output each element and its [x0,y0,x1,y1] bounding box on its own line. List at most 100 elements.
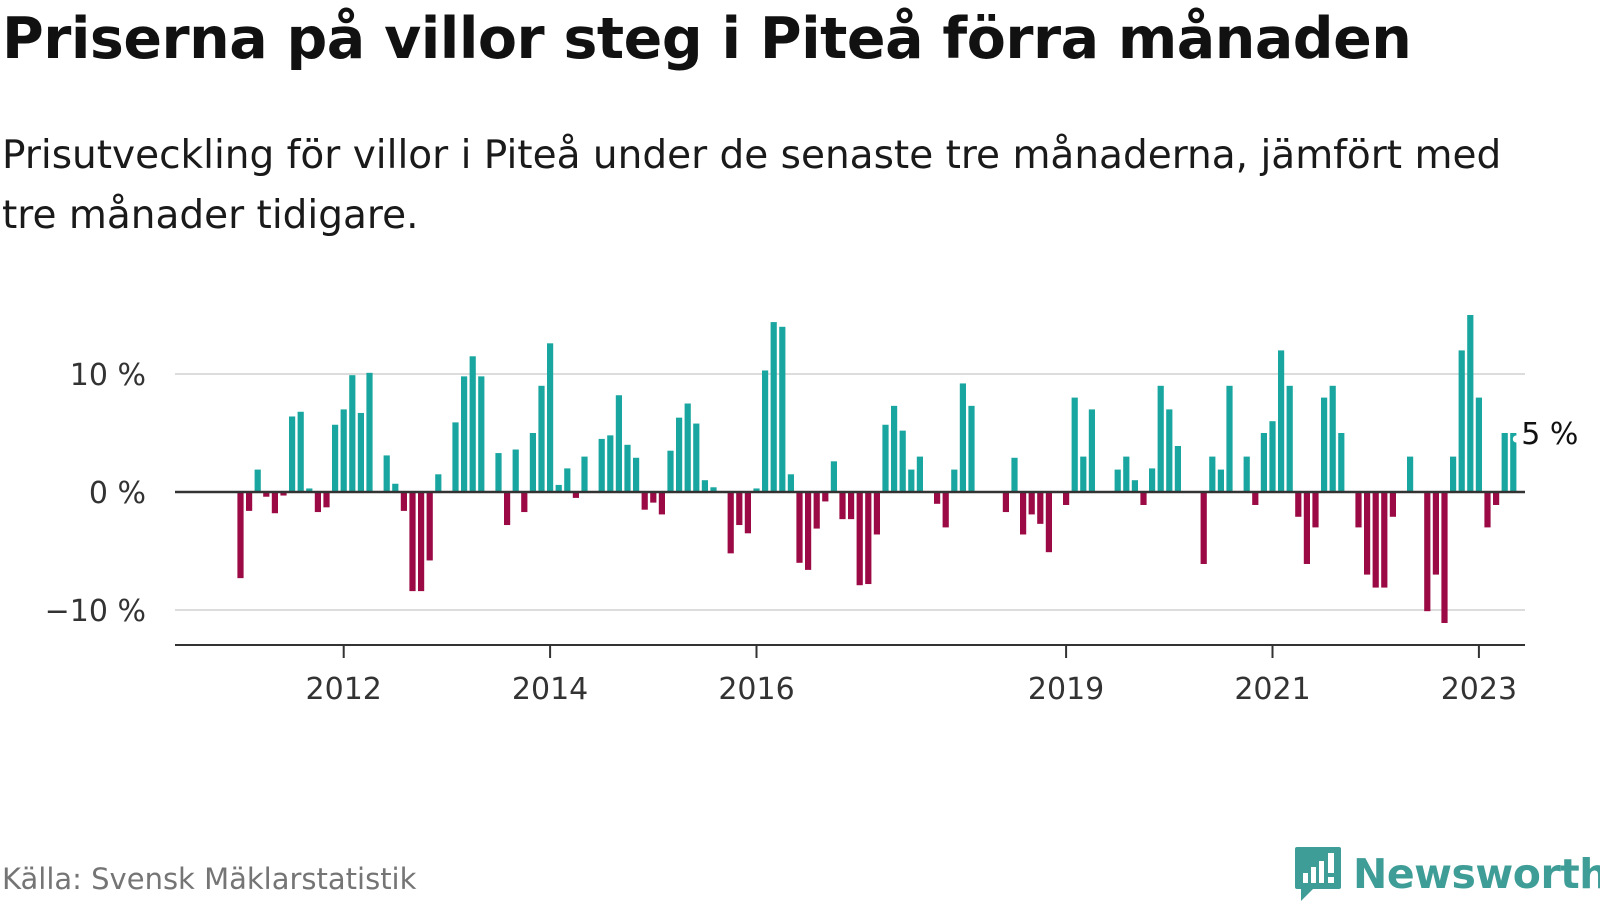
bar-positive [624,444,631,492]
bar-negative [873,492,880,535]
bar-negative [839,492,846,520]
bar-negative [641,492,648,510]
bar-positive [538,385,545,492]
bar-positive [392,483,399,492]
bar-positive [366,372,373,492]
bar-positive [547,343,554,492]
brand-name: Newsworthy [1353,850,1600,898]
bar-positive [916,456,923,492]
bar-positive [383,455,390,492]
bar-negative [796,492,803,563]
bar-positive [951,469,958,492]
source-note: Källa: Svensk Mäklarstatistik [2,862,417,896]
bar-positive [297,411,304,492]
annotation-label: 5 % [1521,417,1578,452]
bar-positive [1260,433,1267,492]
bar-positive [478,376,485,492]
bar-negative [1037,492,1044,524]
chart-subtitle: Prisutveckling för villor i Piteå under … [2,133,1502,238]
bar-negative [400,492,407,511]
bar-negative [1312,492,1319,528]
bar-positive [289,416,296,492]
bar-positive [1458,350,1465,492]
bar-positive [357,412,364,492]
bar-positive [1217,469,1224,492]
bar-negative [1493,492,1500,505]
bar-negative [1484,492,1491,528]
bar-negative [323,492,330,508]
chart-title: Priserna på villor steg i Piteå förra må… [2,6,1412,72]
bar-negative [1424,492,1431,612]
bar-positive [770,322,777,492]
tick-labels: 10 % 0 % −10 % 2012 2014 2016 2019 2021 2023 5 % [45,358,1579,707]
bar-negative [727,492,734,554]
bar-positive [1510,433,1517,492]
bar-positive [633,457,640,492]
bar-negative [1303,492,1310,564]
bar-positive [349,375,356,492]
bar-negative [1364,492,1371,575]
bar-negative [271,492,278,514]
bar-positive [779,326,786,492]
bar-positive [581,456,588,492]
bar-negative [856,492,863,586]
bar-positive [1450,456,1457,492]
bar-positive [667,450,674,492]
brand-logo[interactable]: Newsworthy [1293,844,1600,904]
bar-negative [246,492,253,511]
bar-positive [254,469,261,492]
bar-positive [1166,409,1173,492]
bar-negative [658,492,665,515]
bar-positive [1174,445,1181,492]
bar-positive [1209,456,1216,492]
gridlines [175,373,1525,611]
bar-positive [452,422,459,492]
bar-positive [1226,385,1233,492]
bar-positive [564,468,571,492]
bar-positive [1329,385,1336,492]
bar-positive [306,488,313,492]
bar-positive [899,430,906,492]
bar-negative [426,492,433,561]
bar-positive [787,474,794,492]
bar-positive [1286,385,1293,492]
bar-positive [968,405,975,492]
bar-negative [572,492,579,498]
bar-negative [1441,492,1448,623]
bar-negative [1389,492,1396,517]
bar-negative [1252,492,1259,505]
bar-positive [882,424,889,492]
bar-positive [1269,421,1276,492]
y-tick-label: 10 % [70,358,146,393]
bar-negative [314,492,321,513]
bar-negative [1381,492,1388,588]
bar-positive [607,435,614,492]
annotation-dot [1512,435,1520,443]
bar-positive [1501,433,1508,492]
bar-negative [409,492,416,592]
bar-positive [529,433,536,492]
bar-positive [1149,468,1156,492]
bar-negative [822,492,829,502]
bar-positive [1338,433,1345,492]
bar-negative [1355,492,1362,528]
bar-negative [1200,492,1207,564]
x-tick-label: 2021 [1234,672,1310,707]
bar-positive [1011,457,1018,492]
bar-positive [676,417,683,492]
x-tick-label: 2012 [306,672,382,707]
bar-negative [813,492,820,529]
bar-positive [1080,456,1087,492]
bars [237,315,1517,623]
bar-negative [865,492,872,585]
bar-negative [418,492,425,592]
bar-negative [1432,492,1439,575]
bar-positive [1131,480,1138,492]
bar-negative [744,492,751,534]
bar-positive [512,449,519,492]
y-tick-label: −10 % [45,594,146,629]
bar-positive [495,453,502,492]
bar-negative [650,492,657,503]
bar-positive [693,423,700,492]
bar-positive [1114,469,1121,492]
